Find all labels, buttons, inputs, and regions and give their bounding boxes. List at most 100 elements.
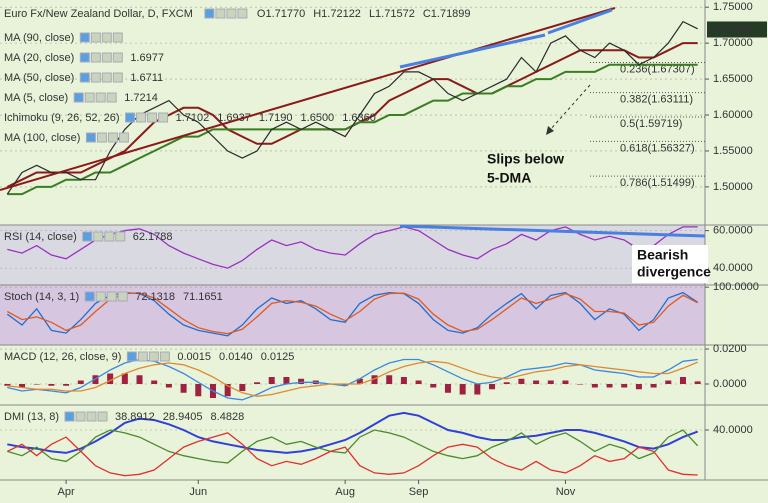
control-icon bbox=[106, 92, 117, 103]
histogram-bar bbox=[4, 384, 11, 386]
histogram-bar bbox=[224, 384, 231, 397]
histogram-bar bbox=[635, 384, 642, 390]
control-icon bbox=[64, 411, 75, 422]
x-tick-label: Aug bbox=[335, 486, 355, 498]
fib-label: 0.382(1.63111) bbox=[620, 94, 693, 106]
annotation: Slips below bbox=[487, 151, 564, 167]
histogram-bar bbox=[180, 384, 187, 393]
trend-line bbox=[399, 33, 546, 69]
histogram-bar bbox=[474, 384, 481, 395]
y-tick-label: 1.55000 bbox=[713, 145, 753, 157]
y-tick-label: 0.0200 bbox=[713, 343, 747, 355]
control-icon bbox=[93, 231, 104, 242]
control-icon bbox=[117, 291, 128, 302]
annotation: divergence bbox=[637, 264, 711, 280]
control-icon bbox=[86, 411, 97, 422]
histogram-bar bbox=[562, 380, 569, 385]
indicator-name: MA (90, close) bbox=[4, 32, 74, 44]
histogram-bar bbox=[489, 384, 496, 390]
histogram-bar bbox=[151, 380, 158, 385]
histogram-bar bbox=[33, 384, 40, 385]
control-icon bbox=[125, 112, 136, 123]
legend-text: C1.71899 bbox=[423, 8, 471, 20]
control-icon bbox=[215, 8, 226, 19]
pane-label: RSI (14, close) bbox=[4, 231, 77, 243]
control-icon bbox=[79, 32, 90, 43]
arrow-head bbox=[546, 126, 554, 135]
histogram-bar bbox=[92, 375, 99, 385]
pane-label: Stoch (14, 3, 1) bbox=[4, 291, 79, 303]
control-icon bbox=[101, 72, 112, 83]
legend-text: O1.71770 bbox=[257, 8, 305, 20]
legend-text: 62.1788 bbox=[133, 231, 173, 243]
x-tick-label: Nov bbox=[556, 486, 576, 498]
last-price-label: 1.71899 bbox=[713, 23, 753, 35]
y-tick-label: 1.70000 bbox=[713, 37, 753, 49]
indicator-name: MA (50, close) bbox=[4, 72, 74, 84]
histogram-bar bbox=[356, 378, 363, 385]
histogram-bar bbox=[547, 380, 554, 385]
fib-label: 0.618(1.56327) bbox=[620, 142, 695, 154]
control-icon bbox=[112, 72, 123, 83]
indicator-line bbox=[7, 429, 699, 464]
legend-text: 0.0015 bbox=[177, 351, 211, 363]
legend-text: 0.0125 bbox=[261, 351, 295, 363]
histogram-bar bbox=[621, 384, 628, 388]
control-icon bbox=[79, 52, 90, 63]
indicator-name: MA (20, close) bbox=[4, 52, 74, 64]
y-tick-label: 1.60000 bbox=[713, 109, 753, 121]
histogram-bar bbox=[77, 380, 84, 385]
control-icon bbox=[158, 112, 169, 123]
control-icon bbox=[106, 291, 117, 302]
histogram-bar bbox=[63, 384, 70, 386]
histogram-bar bbox=[650, 384, 657, 388]
histogram-bar bbox=[577, 384, 584, 385]
indicator-name: MA (100, close) bbox=[4, 132, 80, 144]
histogram-bar bbox=[444, 384, 451, 393]
histogram-bar bbox=[606, 384, 613, 388]
control-icon bbox=[97, 411, 108, 422]
histogram-bar bbox=[19, 384, 26, 388]
y-tick-label: 0.0000 bbox=[713, 378, 747, 390]
legend-text: L1.71572 bbox=[369, 8, 415, 20]
legend-text: 1.6937 bbox=[217, 112, 251, 124]
last-price-box bbox=[707, 21, 767, 38]
trend-line bbox=[0, 7, 616, 191]
y-tick-label: 1.75000 bbox=[713, 1, 753, 13]
y-tick-label: 60.0000 bbox=[713, 225, 753, 237]
indicator-name: MA (5, close) bbox=[4, 92, 68, 104]
control-icon bbox=[118, 132, 129, 143]
histogram-bar bbox=[679, 377, 686, 385]
control-icon bbox=[204, 8, 215, 19]
control-icon bbox=[112, 32, 123, 43]
pane-label: MACD (12, 26, close, 9) bbox=[4, 351, 121, 363]
histogram-bar bbox=[298, 378, 305, 385]
indicator-line bbox=[7, 226, 698, 269]
histogram-bar bbox=[165, 384, 172, 388]
control-icon bbox=[237, 8, 248, 19]
control-icon bbox=[148, 351, 159, 362]
legend-text: Euro Fx/New Zealand Dollar, D, FXCM bbox=[4, 8, 193, 20]
control-icon bbox=[73, 92, 84, 103]
pane-background bbox=[0, 345, 705, 405]
legend-text: 1.6977 bbox=[130, 52, 164, 64]
control-icon bbox=[147, 112, 158, 123]
pane-background bbox=[0, 405, 705, 480]
arrow bbox=[549, 84, 591, 131]
annotation: 5-DMA bbox=[487, 170, 531, 186]
y-tick-label: 1.50000 bbox=[713, 181, 753, 193]
control-icon bbox=[79, 72, 90, 83]
histogram-bar bbox=[342, 384, 349, 386]
control-icon bbox=[90, 52, 101, 63]
indicator-line bbox=[7, 432, 698, 477]
control-icon bbox=[112, 52, 123, 63]
annotation-box bbox=[632, 245, 708, 283]
histogram-bar bbox=[415, 380, 422, 385]
divergence-line bbox=[399, 224, 706, 238]
fib-label: 0.236(1.67307) bbox=[620, 63, 695, 75]
legend-text: 72.1318 bbox=[135, 291, 175, 303]
histogram-bar bbox=[268, 377, 275, 385]
legend-text: 1.7102 bbox=[176, 112, 210, 124]
legend-text: 1.6711 bbox=[130, 72, 163, 84]
